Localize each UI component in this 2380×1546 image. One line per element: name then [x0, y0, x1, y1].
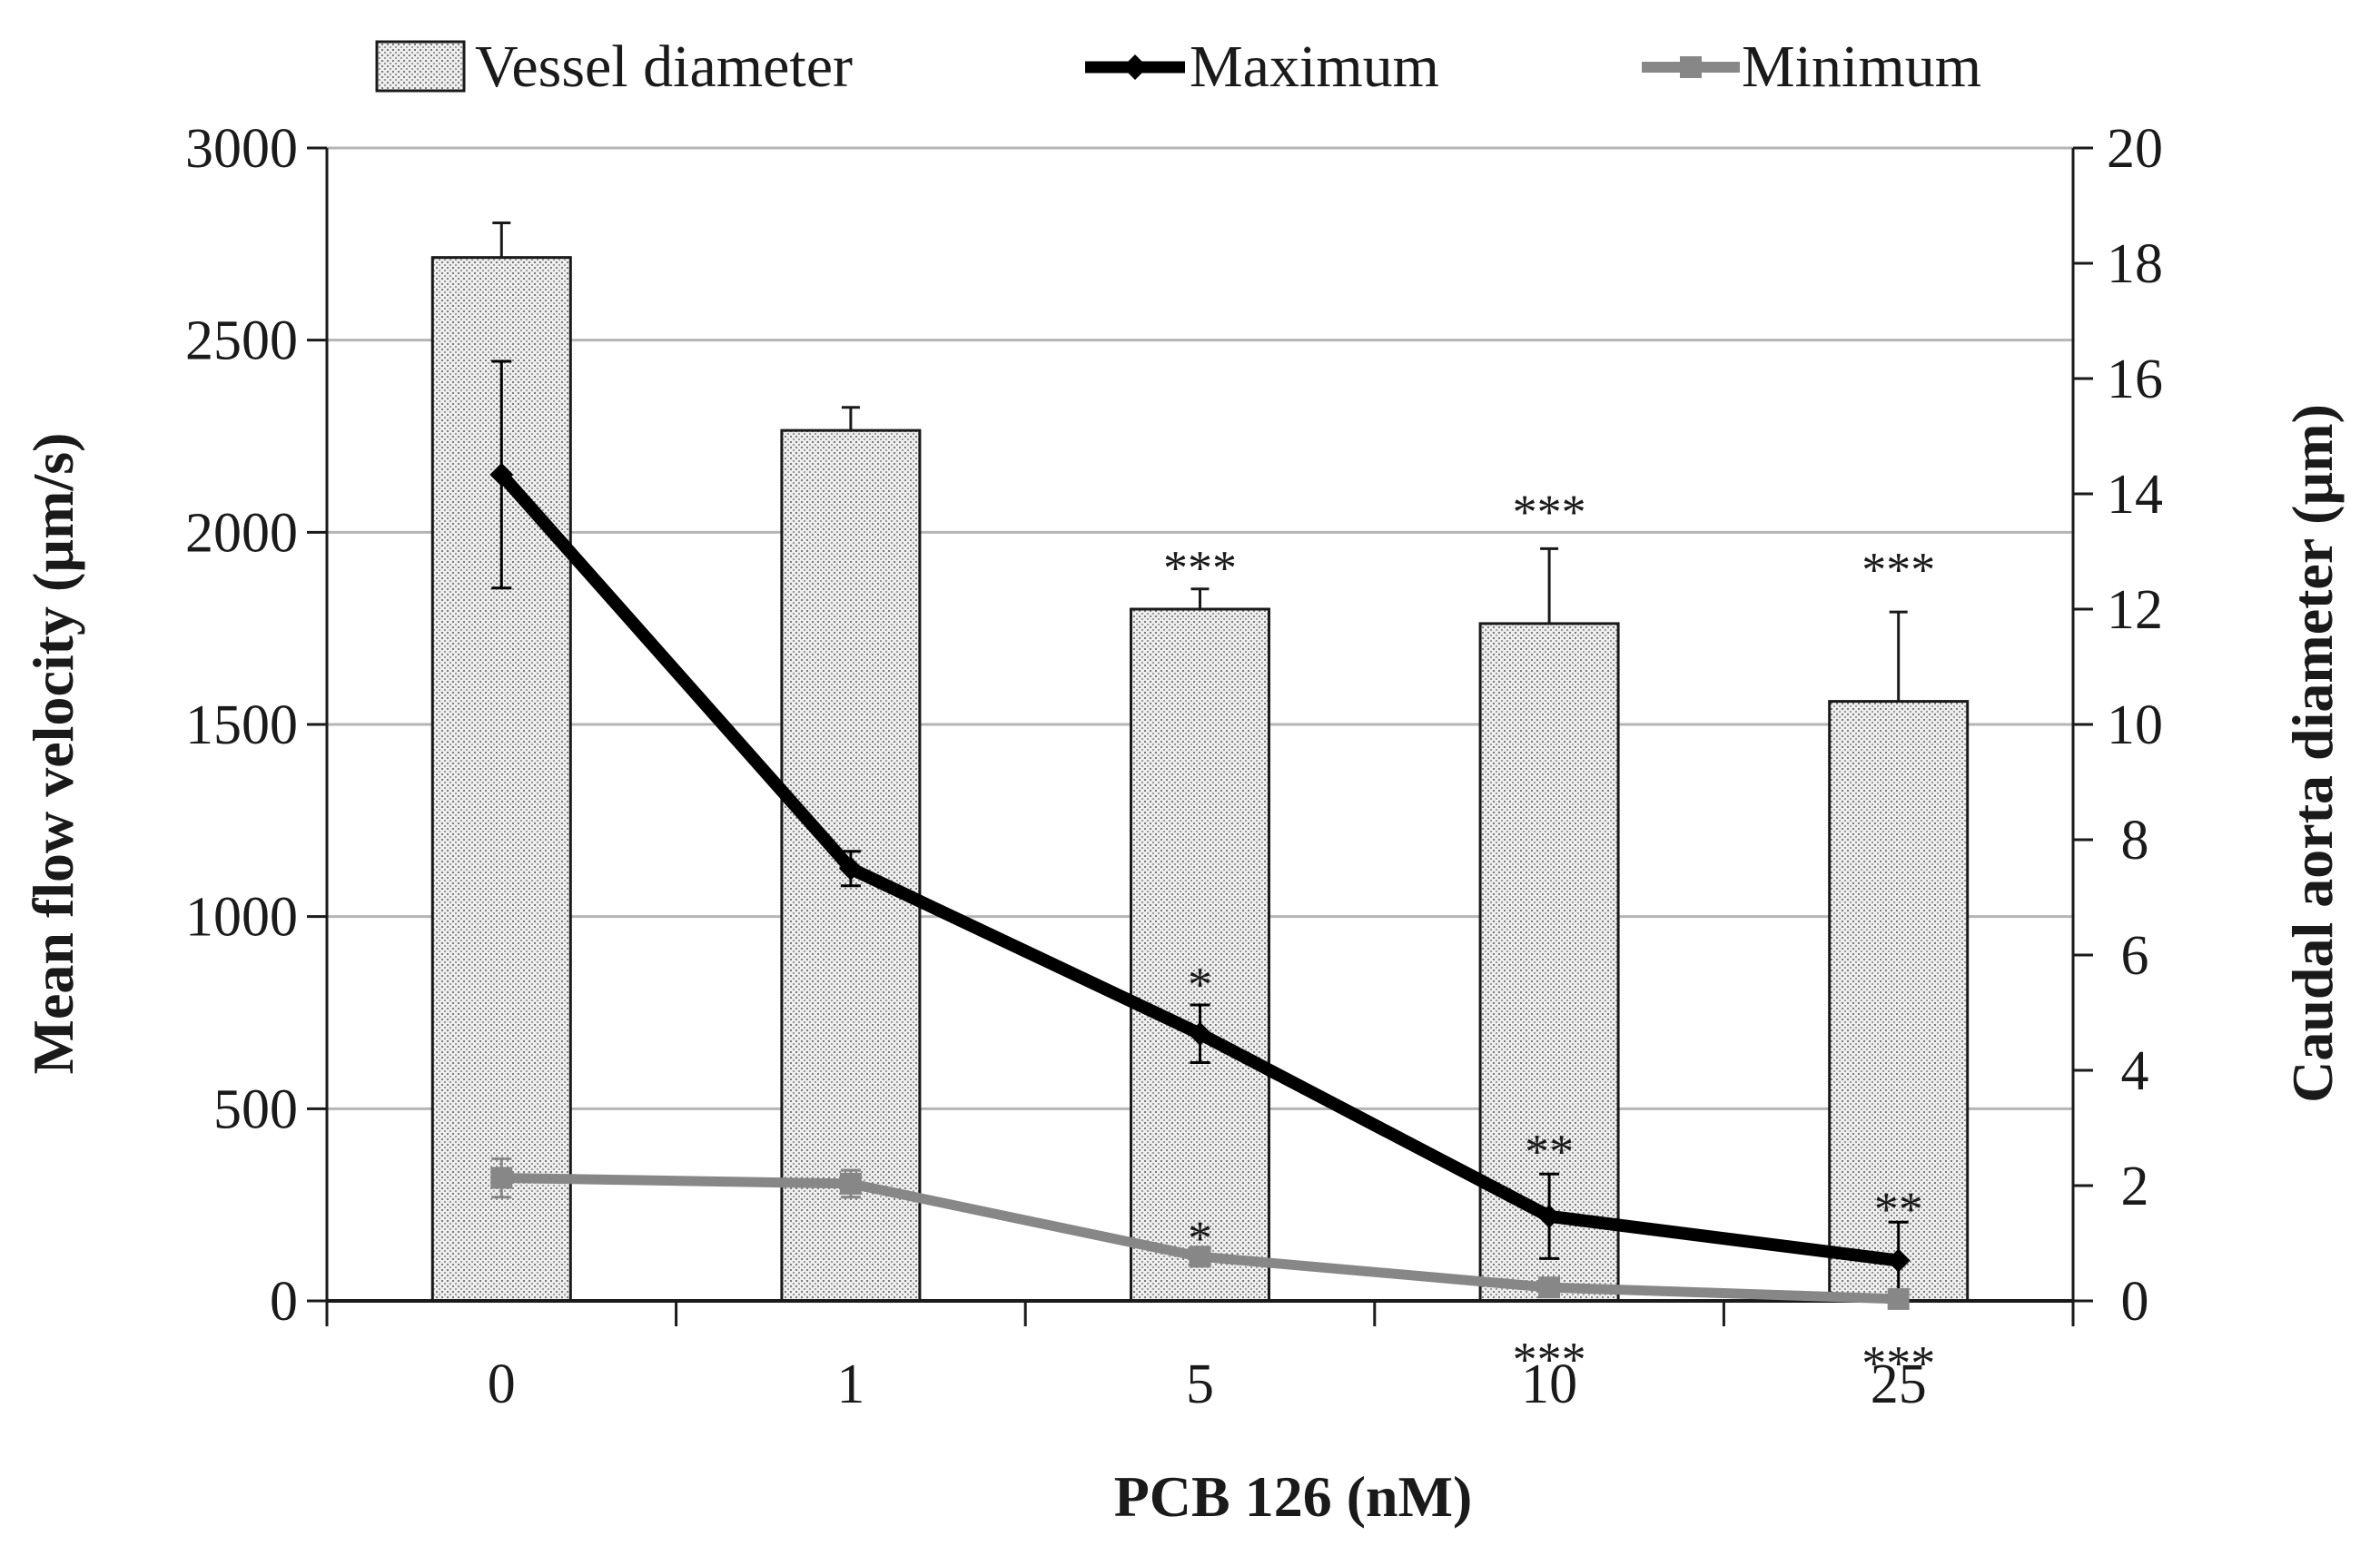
x-tick-label: 0: [488, 1354, 516, 1415]
point-maximum: [1886, 1248, 1911, 1273]
y-left-tick-label: 2500: [185, 310, 298, 372]
y-left-tick-label: 3000: [185, 118, 298, 180]
y-right-tick-label: 12: [2107, 579, 2163, 641]
legend-item-vessel-diameter: Vessel diameter: [375, 34, 853, 100]
x-tick-label: 25: [1871, 1354, 1927, 1415]
significance-label: ***: [1862, 542, 1935, 596]
legend-label-minimum: Minimum: [1742, 34, 1981, 100]
significance-label: ***: [1862, 1336, 1935, 1391]
point-minimum: [490, 1167, 513, 1189]
legend-item-maximum: Maximum: [1085, 34, 1439, 100]
bar-vessel-diameter: [1130, 607, 1270, 1303]
y-right-tick-label: 2: [2121, 1156, 2149, 1217]
x-tick-label: 5: [1186, 1354, 1214, 1415]
bar-vessel-diameter: [1828, 700, 1970, 1303]
y-left-tick-label: 0: [270, 1271, 298, 1333]
legend-label-vessel-diameter: Vessel diameter: [475, 34, 853, 100]
point-minimum: [1887, 1287, 1910, 1310]
y-left-tick-label: 1500: [185, 694, 298, 756]
y-right-tick-label: 14: [2107, 464, 2163, 526]
y-right-tick-label: 20: [2107, 118, 2163, 180]
axes: 0500100015002000250030000246810121416182…: [185, 118, 2163, 1415]
y-left-tick-label: 500: [213, 1078, 298, 1140]
y-right-tick-label: 10: [2107, 694, 2163, 756]
significance-label: **: [1874, 1182, 1923, 1236]
significance-label: **: [1525, 1125, 1574, 1179]
legend-item-minimum: Minimum: [1642, 34, 1981, 100]
legend-marker-minimum: [1680, 56, 1702, 78]
point-minimum: [839, 1172, 862, 1195]
significance-label: *: [1188, 958, 1212, 1012]
significance-label: ***: [1513, 1332, 1586, 1386]
y-right-tick-label: 0: [2121, 1271, 2149, 1333]
legend-label-maximum: Maximum: [1190, 34, 1439, 100]
y-axis-left-title: Mean flow velocity (µm/s): [21, 433, 85, 1075]
point-minimum: [1538, 1276, 1561, 1299]
legend-marker-maximum: [1122, 54, 1148, 80]
point-maximum: [1537, 1204, 1562, 1228]
y-left-tick-label: 2000: [185, 502, 298, 564]
significance-label: ***: [1163, 540, 1237, 595]
legend: Vessel diameter Maximum Minimum: [375, 34, 1981, 100]
x-tick-label: 1: [836, 1354, 864, 1415]
point-minimum: [1189, 1246, 1211, 1268]
y-right-tick-label: 4: [2121, 1040, 2149, 1102]
y-right-tick-label: 18: [2107, 233, 2163, 295]
x-axis-title: PCB 126 (nM): [1114, 1464, 1473, 1529]
significance-label: *: [1188, 1211, 1212, 1265]
x-tick-label: 10: [1521, 1354, 1577, 1415]
bar-series-vessel-diameter: [430, 222, 1970, 1303]
y-right-tick-label: 16: [2107, 349, 2163, 410]
point-maximum: [838, 856, 863, 881]
significance-annotations: ****************** ***: [1163, 485, 1935, 1391]
y-axis-right-title: Caudal aorta diameter (µm): [2280, 404, 2345, 1103]
legend-swatch-vessel-diameter: [375, 40, 466, 93]
point-maximum: [1188, 1021, 1212, 1046]
line-series: [489, 359, 1911, 1310]
significance-label: ***: [1513, 485, 1586, 539]
point-maximum: [489, 462, 514, 487]
y-left-tick-label: 1000: [185, 887, 298, 949]
y-right-tick-label: 6: [2121, 925, 2149, 987]
y-right-tick-label: 8: [2121, 810, 2149, 871]
